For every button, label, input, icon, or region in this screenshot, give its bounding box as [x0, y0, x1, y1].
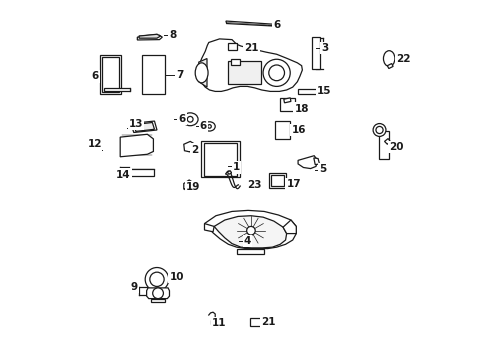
Polygon shape [139, 34, 160, 38]
Bar [268, 173, 285, 188]
Polygon shape [183, 141, 195, 152]
Polygon shape [131, 121, 157, 132]
Circle shape [268, 65, 284, 81]
Polygon shape [313, 158, 319, 165]
Polygon shape [283, 220, 296, 234]
Polygon shape [204, 210, 296, 249]
Bar [142, 55, 164, 94]
Text: 6: 6 [200, 121, 206, 131]
Bar [100, 55, 121, 94]
Text: 6: 6 [272, 19, 280, 30]
Bar [203, 143, 236, 176]
Text: 23: 23 [247, 180, 261, 190]
Text: 12: 12 [88, 139, 102, 149]
Text: 11: 11 [212, 318, 226, 328]
Bar [200, 141, 240, 177]
Text: 22: 22 [395, 54, 410, 64]
Polygon shape [298, 156, 317, 168]
Polygon shape [104, 88, 130, 91]
Polygon shape [137, 35, 162, 40]
Circle shape [246, 226, 255, 235]
Text: 21: 21 [260, 317, 275, 327]
Circle shape [375, 126, 382, 134]
Polygon shape [283, 98, 290, 103]
Text: 13: 13 [128, 118, 143, 129]
Polygon shape [134, 122, 154, 131]
Circle shape [187, 116, 193, 122]
Text: 7: 7 [176, 69, 183, 80]
Bar [279, 98, 294, 111]
Text: 17: 17 [286, 179, 301, 189]
Text: 19: 19 [185, 182, 200, 192]
Text: 20: 20 [388, 142, 403, 152]
Polygon shape [384, 139, 389, 144]
Polygon shape [120, 134, 153, 157]
Ellipse shape [195, 63, 207, 83]
Circle shape [152, 288, 163, 298]
Bar [275, 121, 289, 139]
Text: 2: 2 [190, 145, 198, 155]
Bar [210, 320, 216, 324]
Circle shape [185, 183, 191, 189]
Circle shape [207, 125, 211, 128]
Polygon shape [225, 21, 280, 26]
Bar [227, 43, 237, 50]
Polygon shape [183, 180, 193, 192]
Bar [270, 175, 283, 186]
Bar [298, 89, 325, 94]
Ellipse shape [203, 122, 215, 131]
Polygon shape [204, 224, 214, 232]
Circle shape [263, 59, 290, 86]
Polygon shape [198, 59, 206, 87]
Polygon shape [386, 64, 392, 68]
Polygon shape [227, 171, 231, 174]
Text: 6: 6 [178, 113, 185, 123]
Circle shape [145, 267, 168, 291]
Text: 4: 4 [243, 236, 250, 246]
Text: 5: 5 [319, 164, 326, 174]
Polygon shape [146, 288, 169, 298]
Bar [311, 37, 319, 69]
Circle shape [149, 272, 164, 287]
Text: 1: 1 [233, 162, 240, 172]
Bar [249, 318, 260, 326]
Text: 10: 10 [169, 272, 183, 282]
Ellipse shape [182, 113, 198, 126]
Text: 18: 18 [294, 104, 308, 113]
Polygon shape [129, 169, 154, 176]
Text: 15: 15 [317, 86, 331, 96]
Bar [231, 59, 240, 65]
Bar [378, 131, 388, 159]
Text: 21: 21 [244, 43, 258, 53]
Polygon shape [198, 39, 302, 91]
Circle shape [372, 123, 385, 136]
Bar [102, 57, 119, 92]
Bar [151, 298, 165, 302]
Text: 14: 14 [116, 170, 130, 180]
Text: 16: 16 [291, 125, 305, 135]
Text: 6: 6 [91, 71, 99, 81]
Text: 9: 9 [131, 282, 138, 292]
Text: 8: 8 [169, 30, 176, 40]
Polygon shape [214, 216, 286, 248]
Ellipse shape [383, 51, 394, 66]
Bar [228, 61, 260, 85]
Polygon shape [237, 249, 264, 254]
Text: 3: 3 [320, 43, 327, 53]
